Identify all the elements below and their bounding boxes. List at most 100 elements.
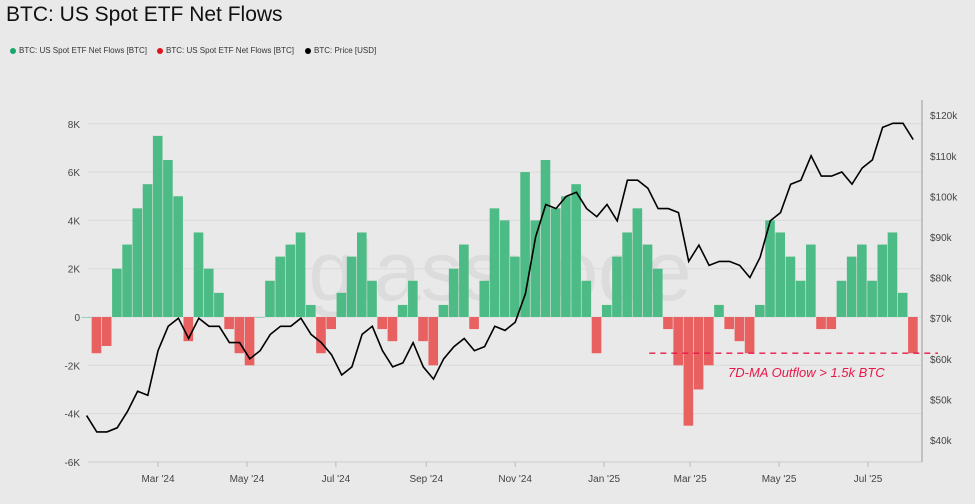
inflow-bar [765, 220, 775, 317]
right-tick-label: $80k [930, 274, 953, 285]
x-tick-label: May '25 [762, 474, 797, 485]
inflow-bar [877, 244, 888, 317]
outflow-bar [908, 317, 918, 354]
inflow-bar [295, 232, 306, 317]
inflow-bar [438, 304, 449, 317]
inflow-bar [612, 256, 622, 317]
outflow-bar [428, 317, 439, 366]
left-tick-label: 4K [68, 216, 81, 227]
inflow-bar [305, 304, 316, 317]
inflow-bar [785, 256, 796, 317]
inflow-bar [652, 268, 663, 317]
legend-item-price[interactable]: BTC: Price [USD] [305, 46, 376, 55]
outflow-bar [418, 317, 428, 342]
inflow-bar [775, 232, 786, 317]
legend: BTC: US Spot ETF Net Flows [BTC] BTC: US… [10, 46, 376, 55]
outflow-bar [326, 317, 336, 330]
outflow-bar [734, 317, 745, 342]
threshold-label: 7D-MA Outflow > 1.5k BTC [728, 365, 885, 380]
outflow-bar [377, 317, 388, 330]
outflow-bar [816, 317, 826, 330]
left-tick-label: 6K [68, 168, 81, 179]
outflow-bar [224, 317, 234, 330]
outflow-bar [683, 317, 694, 426]
x-tick-label: Jan '25 [588, 474, 620, 485]
legend-label: BTC: US Spot ETF Net Flows [BTC] [166, 46, 295, 55]
inflow-bar [836, 280, 847, 317]
legend-item-outflows[interactable]: BTC: US Spot ETF Net Flows [BTC] [157, 46, 305, 55]
outflow-bar [101, 317, 112, 346]
outflow-bar [826, 317, 837, 330]
inflow-bar [173, 196, 183, 317]
right-tick-label: $100k [930, 192, 958, 203]
outflow-bar [724, 317, 735, 330]
inflow-bar [550, 208, 561, 317]
left-tick-label: 0 [74, 313, 80, 324]
inflow-bar [397, 304, 408, 317]
inflow-bar [448, 268, 459, 317]
inflow-bar [897, 292, 908, 317]
right-tick-label: $120k [930, 111, 958, 122]
inflow-bar [357, 232, 367, 317]
left-tick-label: -6K [64, 458, 80, 469]
outflow-bar [183, 317, 194, 342]
inflow-bar [520, 172, 530, 317]
inflow-bar [254, 317, 265, 318]
inflow-bar [459, 244, 469, 317]
inflow-bar [152, 135, 163, 317]
price-line [85, 122, 914, 433]
inflow-bar [367, 280, 377, 317]
x-tick-label: Jul '25 [854, 474, 883, 485]
outflow-bar [703, 317, 714, 366]
inflow-bar [275, 256, 285, 317]
left-tick-label: -2K [64, 361, 80, 372]
inflow-bar [867, 280, 877, 317]
left-tick-label: 8K [68, 120, 81, 131]
inflow-bar [642, 244, 653, 317]
right-tick-label: $50k [930, 395, 953, 406]
inflow-bar [122, 244, 132, 317]
inflow-bar [510, 256, 520, 317]
inflow-bar [795, 280, 806, 317]
chart-title: BTC: US Spot ETF Net Flows [6, 3, 283, 26]
inflow-bar [336, 292, 347, 317]
outflow-bar [744, 317, 755, 354]
outflow-bar [663, 317, 673, 330]
inflow-bar [285, 244, 296, 317]
inflow-bar [142, 184, 153, 317]
inflow-bar [265, 280, 275, 317]
inflow-bar [755, 304, 765, 317]
left-tick-label: 2K [68, 265, 81, 276]
inflow-bar [132, 208, 143, 317]
right-tick-label: $70k [930, 314, 953, 325]
right-tick-label: $60k [930, 355, 953, 366]
inflow-bar [846, 256, 857, 317]
outflow-bar [673, 317, 683, 366]
outflow-bar [316, 317, 326, 354]
inflow-bar [408, 280, 418, 317]
x-tick-label: Sep '24 [409, 474, 443, 485]
inflow-bar [530, 220, 541, 317]
inflow-bar [571, 184, 581, 317]
inflow-bar [632, 208, 643, 317]
right-tick-label: $110k [930, 152, 958, 163]
inflow-bar [540, 160, 551, 317]
inflow-bar [622, 232, 632, 317]
legend-label: BTC: Price [USD] [314, 46, 377, 55]
inflow-bar [214, 292, 224, 317]
inflow-bar [561, 196, 571, 317]
x-tick-label: Jul '24 [322, 474, 351, 485]
legend-dot-green [10, 47, 16, 54]
outflow-bar [244, 317, 255, 366]
x-tick-label: Mar '25 [674, 474, 707, 485]
legend-item-inflows[interactable]: BTC: US Spot ETF Net Flows [BTC] [10, 46, 157, 55]
inflow-bar [81, 317, 92, 318]
legend-dot-red [157, 47, 163, 54]
inflow-bar [193, 232, 204, 317]
inflow-bar [581, 280, 592, 317]
inflow-bar [203, 268, 214, 317]
inflow-bar [489, 208, 500, 317]
right-tick-label: $40k [930, 436, 953, 447]
x-tick-label: May '24 [230, 474, 265, 485]
